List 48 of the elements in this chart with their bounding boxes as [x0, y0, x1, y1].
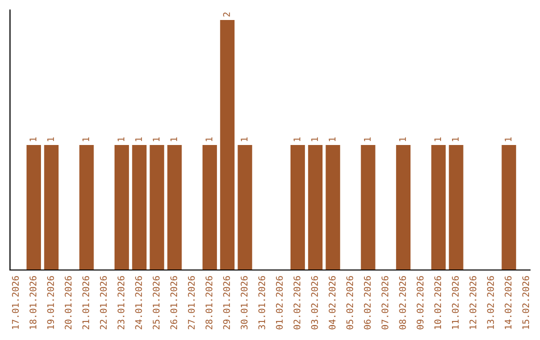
x-tick-label: 28.01.2026 — [206, 276, 212, 330]
x-tick-label: 12.02.2026 — [470, 276, 476, 329]
x-tick-label: 17.01.2026 — [12, 276, 19, 329]
data-label: 1 — [82, 137, 90, 142]
x-tick-label: 07.02.2026 — [382, 276, 388, 330]
data-label: 1 — [399, 137, 406, 142]
data-label: 1 — [311, 137, 318, 142]
x-tick-label: 18.01.2026 — [30, 276, 36, 329]
data-label: 1 — [47, 137, 54, 142]
x-tick-label: 03.02.2026 — [311, 276, 318, 330]
data-label: 1 — [364, 137, 371, 142]
x-tick-label: 29.01.2026 — [223, 276, 230, 330]
x-tick-label: 20.01.2026 — [64, 276, 72, 330]
data-label: 1 — [206, 137, 212, 142]
data-label: 1 — [152, 137, 160, 142]
x-tick-label: 30.01.2026 — [240, 276, 248, 330]
data-label: 1 — [452, 137, 459, 142]
x-tick-label: 24.01.2026 — [135, 276, 142, 330]
data-label: 1 — [135, 137, 142, 142]
x-tick-label: 22.01.2026 — [100, 276, 107, 330]
x-tick-label: 31.01.2026 — [258, 276, 266, 330]
x-tick-label: 04.02.2026 — [328, 276, 336, 330]
data-label: 1 — [170, 137, 178, 142]
x-tick-label: 11.02.2026 — [452, 276, 459, 329]
data-label: 1 — [434, 137, 442, 142]
x-tick-label: 26.01.2026 — [170, 276, 178, 330]
data-label: 1 — [240, 137, 248, 142]
x-tick-label: 10.02.2026 — [434, 276, 442, 329]
x-tick-label: 02.02.2026 — [294, 276, 300, 330]
data-label: 1 — [118, 137, 124, 142]
x-tick-label: 23.01.2026 — [118, 276, 124, 330]
x-tick-label: 25.01.2026 — [152, 276, 160, 330]
x-tick-label: 19.01.2026 — [47, 276, 54, 329]
x-tick-label: 08.02.2026 — [399, 276, 406, 330]
data-label: 1 — [504, 137, 512, 142]
x-tick-label: 13.02.2026 — [487, 276, 494, 329]
data-label: 1 — [328, 137, 336, 142]
data-label: 2 — [223, 12, 230, 17]
x-tick-label: 01.02.2026 — [276, 276, 283, 330]
data-label: 1 — [294, 137, 300, 142]
x-tick-label: 21.01.2026 — [82, 276, 90, 330]
x-tick-label: 15.02.2026 — [522, 276, 530, 329]
x-tick-label: 05.02.2026 — [346, 276, 354, 330]
x-tick-label: 06.02.2026 — [364, 276, 371, 330]
data-label: 1 — [30, 137, 36, 142]
x-tick-label: 14.02.2026 — [504, 276, 512, 329]
x-tick-label: 09.02.2026 — [416, 276, 424, 330]
x-tick-label: 27.01.2026 — [188, 276, 195, 330]
